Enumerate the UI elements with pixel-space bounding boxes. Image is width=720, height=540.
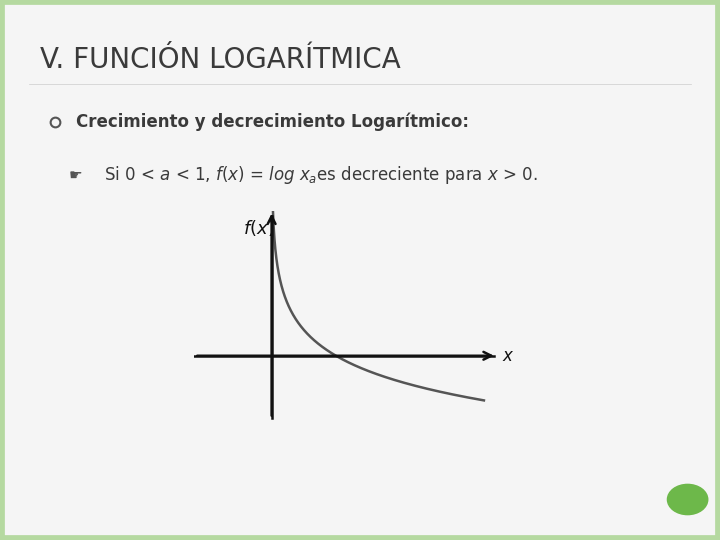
Text: Si 0 < $\bf{\it{a}}$ < 1, $\it{f(x)}$ = $\it{log}$ $\it{x}_a$es decreciente para: Si 0 < $\bf{\it{a}}$ < 1, $\it{f(x)}$ = …	[104, 165, 539, 186]
Text: V. FUNCIÓN LOGARÍTMICA: V. FUNCIÓN LOGARÍTMICA	[40, 46, 400, 74]
Text: Crecimiento y decrecimiento Logarítmico:: Crecimiento y decrecimiento Logarítmico:	[76, 112, 469, 131]
Circle shape	[667, 484, 708, 515]
Text: $f(x)$: $f(x)$	[243, 218, 274, 238]
Text: ☛: ☛	[68, 168, 82, 183]
Text: $x$: $x$	[502, 347, 514, 364]
